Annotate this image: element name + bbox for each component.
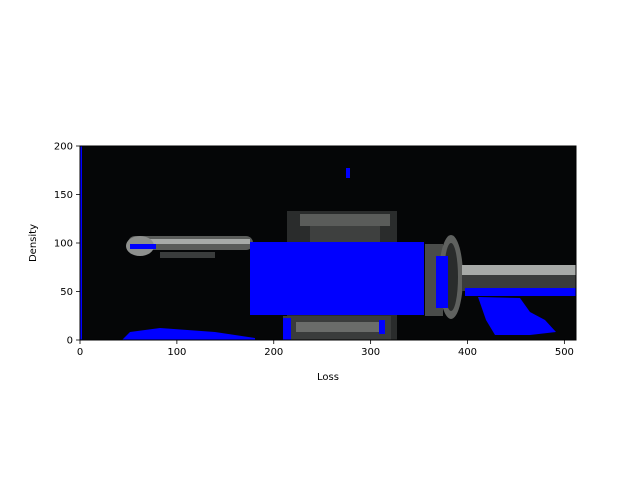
left-rod — [126, 236, 253, 258]
y-tick-label: 0 — [67, 336, 73, 347]
mask-large-block — [250, 242, 424, 315]
mask-bottom-left — [122, 328, 255, 340]
mask-top-speck — [346, 168, 350, 178]
x-tick-label: 200 — [264, 347, 283, 358]
mask-bottom-right — [478, 297, 556, 335]
x-tick-label: 300 — [361, 347, 380, 358]
y-tick-label: 50 — [60, 287, 73, 298]
x-tick-label: 500 — [555, 347, 574, 358]
y-tick-label: 200 — [54, 142, 73, 153]
mask-left-edge — [80, 146, 82, 340]
y-tick-label: 100 — [54, 239, 73, 250]
y-tick-label: 150 — [54, 190, 73, 201]
y-axis-ticks: 0 50 100 150 200 — [54, 142, 80, 347]
x-tick-label: 400 — [458, 347, 477, 358]
mask-small-center-2 — [379, 320, 385, 334]
x-tick-label: 0 — [77, 347, 83, 358]
x-axis-ticks: 0 100 200 300 400 500 — [77, 340, 574, 358]
mask-small-center — [283, 318, 291, 340]
y-axis-label: Density — [28, 224, 39, 262]
image-plot-area — [80, 146, 576, 340]
mask-rod-segment — [465, 288, 576, 296]
mask-regions — [80, 146, 576, 340]
mask-disc-strip — [436, 256, 448, 308]
x-axis-label: Loss — [317, 372, 339, 383]
x-tick-label: 100 — [167, 347, 186, 358]
